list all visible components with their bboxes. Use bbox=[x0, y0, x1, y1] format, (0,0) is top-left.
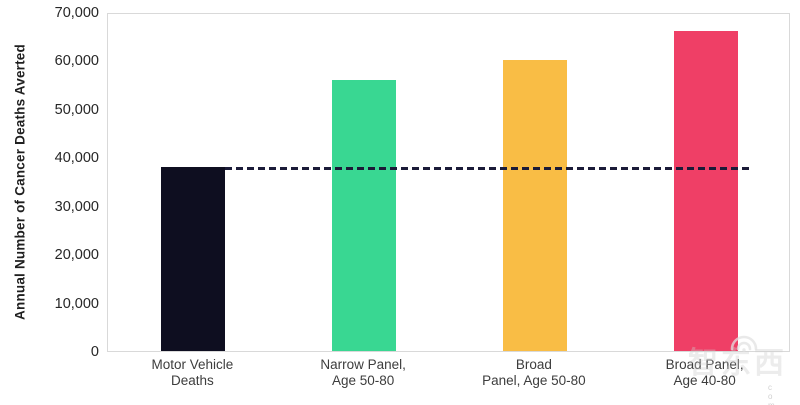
x-category-label: Narrow Panel, Age 50-80 bbox=[320, 357, 406, 388]
reference-dashed-line bbox=[225, 166, 749, 170]
bar bbox=[502, 60, 567, 351]
x-category-label: Broad Panel, Age 50-80 bbox=[482, 357, 586, 388]
y-tick-label: 50,000 bbox=[54, 101, 99, 118]
y-axis-title: Annual Number of Cancer Deaths Averted bbox=[12, 44, 28, 320]
plot-area bbox=[107, 13, 790, 352]
y-tick-label: 10,000 bbox=[54, 295, 99, 312]
bar bbox=[673, 31, 738, 351]
x-category-label: Broad Panel, Age 40-80 bbox=[665, 357, 744, 388]
y-tick-label: 60,000 bbox=[54, 53, 99, 70]
y-tick-label: 40,000 bbox=[54, 150, 99, 167]
y-tick-label: 70,000 bbox=[54, 5, 99, 21]
y-tick-label: 0 bbox=[90, 344, 99, 360]
bar bbox=[161, 166, 226, 351]
bar bbox=[332, 79, 397, 351]
y-tick-label: 30,000 bbox=[54, 198, 99, 215]
y-tick-label: 20,000 bbox=[54, 247, 99, 264]
x-category-label: Motor Vehicle Deaths bbox=[151, 357, 234, 388]
